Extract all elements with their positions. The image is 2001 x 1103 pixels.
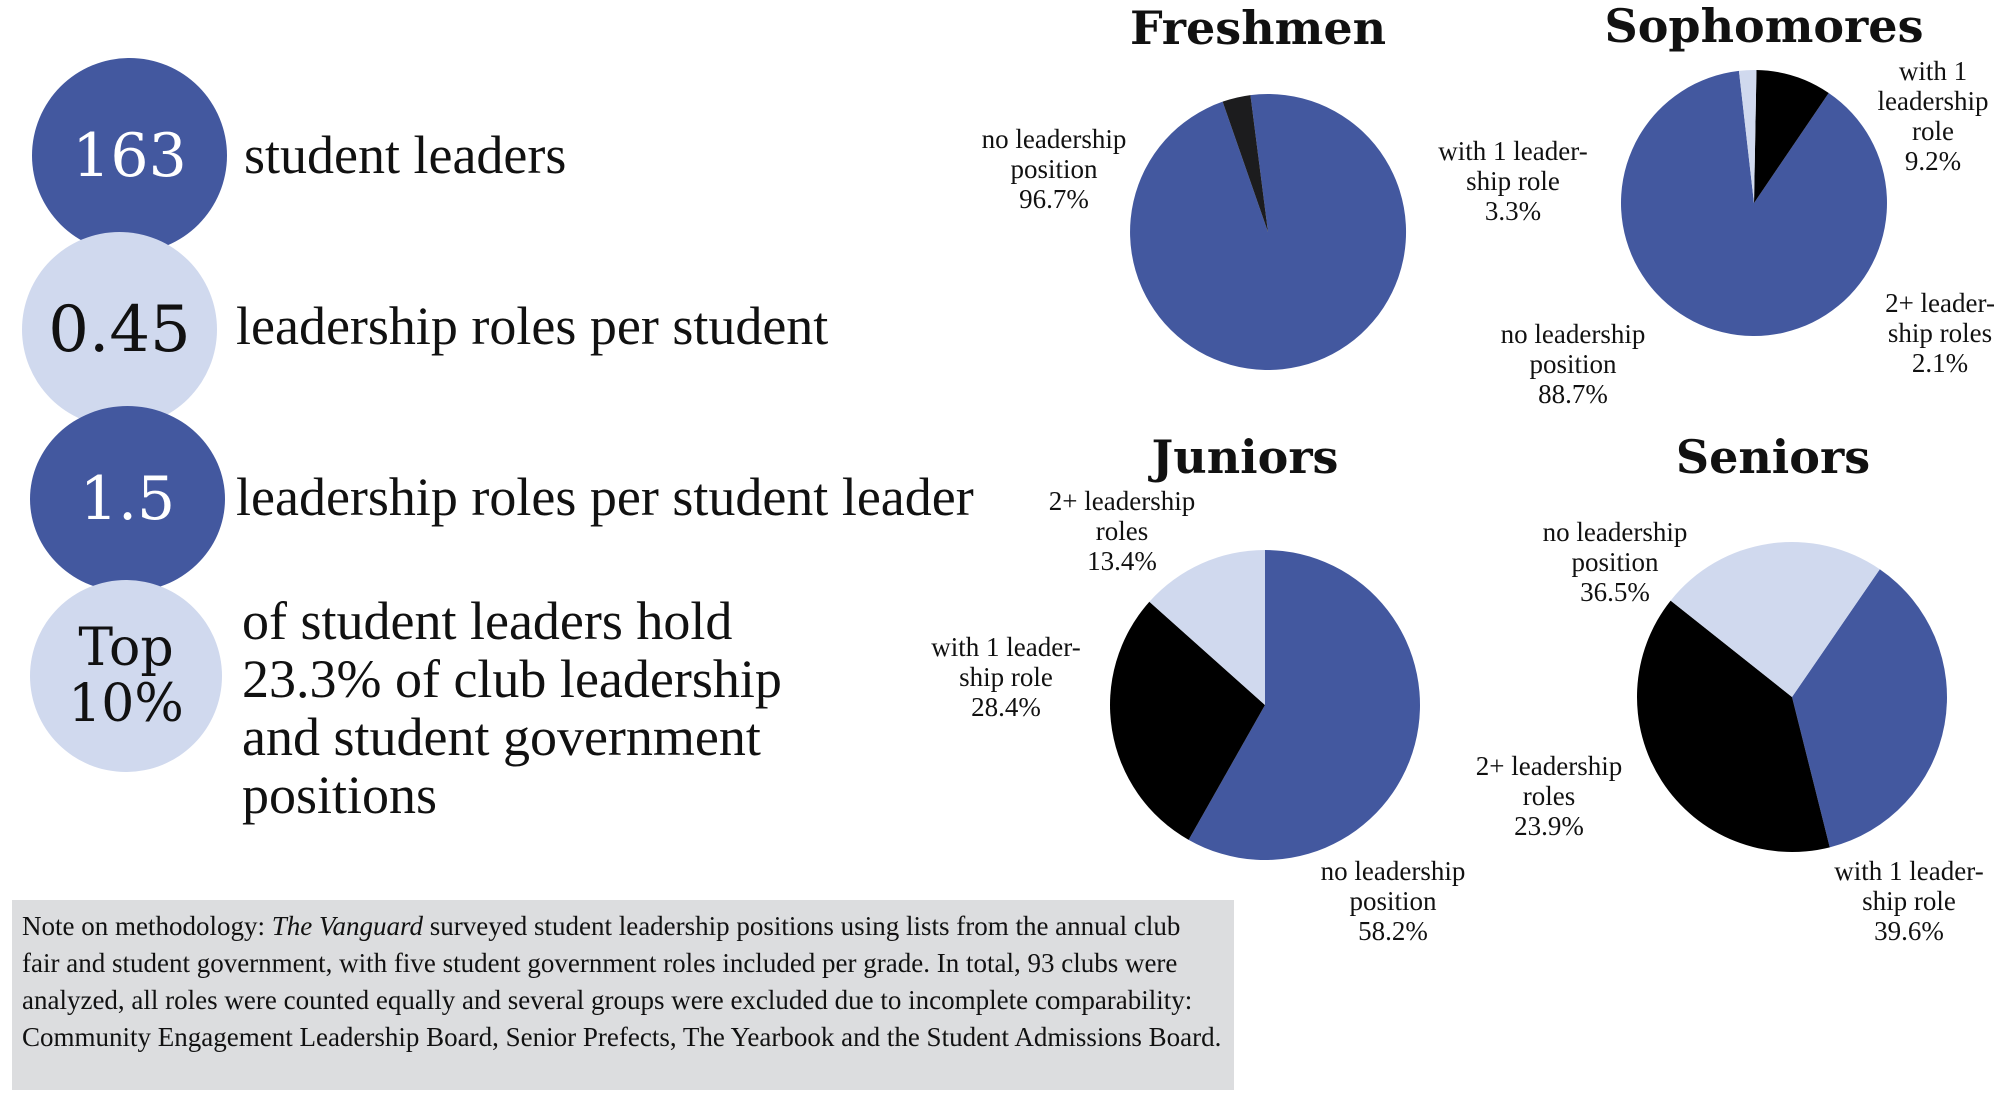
pie-category-label: 2+ leader- [1885, 288, 1995, 318]
pie-seniors: Seniors no leadership position 36.5% with 1 … [1476, 430, 1984, 946]
pie-value-label: 36.5% [1580, 577, 1650, 607]
stat-text-line-1: of student leaders hold [242, 591, 733, 651]
stat-text-line-1: leadership roles per student leader [236, 467, 974, 527]
pie-title-freshmen: Freshmen [1130, 1, 1386, 55]
stat-label-student-leaders: student leaders [244, 126, 566, 184]
pie-label-freshmen-1: no leadership position 96.7% [982, 124, 1127, 214]
pie-slice-seniors-2 [1636, 600, 1830, 853]
stat-circle-roles-per-student: 0.45 [22, 232, 217, 427]
stat-text-line-1: leadership roles per student [236, 296, 829, 356]
pie-category-label: roles [1523, 781, 1575, 811]
pie-category-label: ship role [959, 662, 1053, 692]
stat-value-line-1: 0.45 [48, 292, 191, 367]
methodology-note: Note on methodology: The Vanguard survey… [12, 900, 1234, 1090]
pie-category-label: position [1571, 547, 1659, 577]
pie-value-label: 28.4% [971, 692, 1041, 722]
stat-text-line-4: positions [242, 765, 438, 825]
pie-category-label: ship role [1862, 886, 1956, 916]
pie-slice-seniors-3 [1670, 542, 1880, 697]
pie-category-label: with 1 [1899, 56, 1967, 86]
pie-category-label: roles [1096, 516, 1148, 546]
stat-circle-roles-per-leader: 1.5 [30, 406, 225, 592]
pie-value-label: 39.6% [1874, 916, 1944, 946]
pie-freshmen: Freshmen no leadership position 96.7% with 1… [982, 1, 1588, 370]
pie-category-label: no leadership [1321, 856, 1466, 886]
pie-category-label: with 1 leader- [931, 632, 1080, 662]
pie-slice-freshmen-1 [1130, 93, 1407, 370]
pie-slice-seniors-1 [1792, 569, 1947, 848]
pie-juniors: Juniors no leadership position 58.2% with 1 … [931, 430, 1465, 946]
pie-category-label: position [1349, 886, 1437, 916]
stat-label-roles-per-leader: leadership roles per student leader [236, 468, 974, 526]
pie-slice-sophomores-2 [1754, 70, 1829, 204]
stat-value-line-1: Top [78, 618, 174, 678]
pie-category-label: 2+ leadership [1476, 751, 1622, 781]
pie-slice-juniors-1 [1188, 550, 1420, 860]
pie-title-juniors: Juniors [1148, 430, 1339, 484]
pie-category-label: 2+ leadership [1049, 486, 1195, 516]
note-body: surveyed student leadership positions us… [22, 911, 1222, 1052]
pie-slice-sophomores-1 [1620, 70, 1887, 336]
stat-circle-student-leaders: 163 [32, 58, 227, 253]
pie-value-label: 96.7% [1019, 184, 1089, 214]
pie-value-label: 58.2% [1358, 916, 1428, 946]
pie-category-label: ship roles [1888, 318, 1992, 348]
pie-category-label: no leadership [1543, 517, 1688, 547]
pie-label-freshmen-2: with 1 leader-ship role 3.3% [1438, 136, 1587, 226]
pie-category-label: no leadership [982, 124, 1127, 154]
pie-category-label: position [1010, 154, 1098, 184]
stat-value-line-1: 163 [72, 120, 187, 191]
pie-category-label: with 1 leader- [1834, 856, 1983, 886]
pie-title-seniors: Seniors [1676, 430, 1870, 484]
stat-value-line-2: 10% [68, 674, 184, 734]
stat-label-top-ten-percent: of student leaders hold 23.3% of club lea… [242, 592, 822, 824]
pie-label-sophomores-2: with 1 leadership role 9.2% [1878, 56, 1989, 176]
pie-value-label: 2.1% [1912, 348, 1968, 378]
stat-circle-top-ten-percent: Top 10% [30, 580, 222, 772]
pie-label-juniors-3: 2+ leadership roles 13.4% [1049, 486, 1195, 576]
pie-slice-juniors-2 [1110, 601, 1265, 840]
pie-title-sophomores: Sophomores [1605, 0, 1924, 53]
pie-label-juniors-2: with 1 leader-ship role 28.4% [931, 632, 1080, 722]
pie-category-label: no leadership [1501, 319, 1646, 349]
pie-category-label: role [1912, 116, 1954, 146]
note-publication: The Vanguard [271, 911, 423, 941]
stat-label-roles-per-student: leadership roles per student [236, 297, 828, 355]
pie-sophomores: Sophomores no leadership position 88.7% with… [1501, 0, 1995, 409]
pie-slice-sophomores-3 [1738, 69, 1757, 204]
pie-label-seniors-3: 2+ leadership roles 23.9% [1476, 751, 1622, 841]
stat-text-line-3: and student government [242, 707, 761, 767]
pie-label-seniors-1: no leadership position 36.5% [1543, 517, 1688, 607]
pie-category-label: position [1529, 349, 1617, 379]
pie-category-label: with 1 leader- [1438, 136, 1587, 166]
stat-text-line-1: student leaders [244, 125, 567, 185]
pie-slice-freshmen-2 [1222, 95, 1268, 233]
pie-label-seniors-2: with 1 leader-ship role 39.6% [1834, 856, 1983, 946]
pie-value-label: 3.3% [1485, 196, 1541, 226]
note-prefix: Note on methodology: [22, 911, 272, 941]
pie-value-label: 9.2% [1905, 146, 1961, 176]
pie-label-juniors-1: no leadership position 58.2% [1321, 856, 1466, 946]
pie-slice-juniors-3 [1149, 550, 1265, 705]
pie-category-label: leadership [1878, 86, 1989, 116]
pie-value-label: 88.7% [1538, 379, 1608, 409]
pie-label-sophomores-1: no leadership position 88.7% [1501, 319, 1646, 409]
pie-value-label: 13.4% [1087, 546, 1157, 576]
pie-value-label: 23.9% [1514, 811, 1584, 841]
stat-value-line-1: 1.5 [79, 464, 176, 534]
pie-category-label: ship role [1466, 166, 1560, 196]
stat-text-line-2: 23.3% of club leadership [242, 649, 782, 709]
pie-label-sophomores-3: 2+ leader-ship roles 2.1% [1885, 288, 1995, 378]
